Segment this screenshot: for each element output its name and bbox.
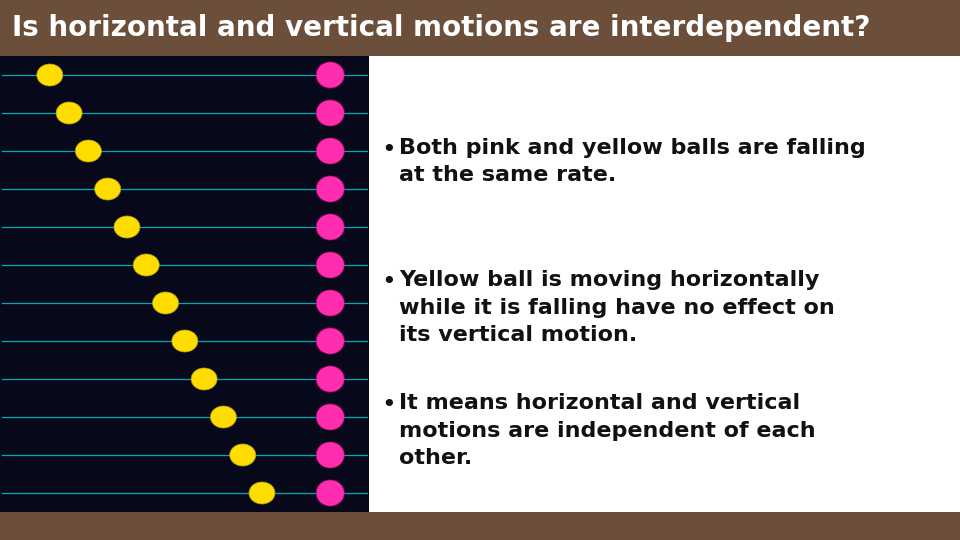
- Text: •: •: [381, 394, 396, 417]
- Ellipse shape: [316, 100, 345, 126]
- Text: Both pink and yellow balls are falling
at the same rate.: Both pink and yellow balls are falling a…: [399, 138, 866, 185]
- Ellipse shape: [316, 328, 345, 354]
- Ellipse shape: [316, 176, 345, 202]
- Ellipse shape: [153, 292, 179, 314]
- Ellipse shape: [316, 404, 345, 430]
- Text: Is horizontal and vertical motions are interdependent?: Is horizontal and vertical motions are i…: [12, 14, 871, 42]
- Text: •: •: [381, 271, 396, 294]
- Ellipse shape: [316, 442, 345, 468]
- Ellipse shape: [316, 214, 345, 240]
- Ellipse shape: [95, 178, 121, 200]
- Ellipse shape: [172, 330, 198, 352]
- Ellipse shape: [229, 444, 255, 466]
- Ellipse shape: [316, 290, 345, 316]
- Ellipse shape: [316, 252, 345, 278]
- Ellipse shape: [316, 62, 345, 88]
- Bar: [0, 0, 960, 56]
- Text: It means horizontal and vertical
motions are independent of each
other.: It means horizontal and vertical motions…: [399, 394, 816, 468]
- Ellipse shape: [114, 216, 140, 238]
- Text: Yellow ball is moving horizontally
while it is falling have no effect on
its ver: Yellow ball is moving horizontally while…: [399, 271, 835, 345]
- Ellipse shape: [133, 254, 159, 276]
- Ellipse shape: [210, 406, 236, 428]
- Ellipse shape: [249, 482, 275, 504]
- Bar: [0, 56, 369, 512]
- Ellipse shape: [316, 480, 345, 506]
- Ellipse shape: [316, 366, 345, 392]
- Ellipse shape: [191, 368, 217, 390]
- Ellipse shape: [56, 102, 83, 124]
- Text: •: •: [381, 138, 396, 162]
- Ellipse shape: [76, 140, 102, 162]
- Ellipse shape: [316, 138, 345, 164]
- Bar: [0, 512, 960, 540]
- Ellipse shape: [36, 64, 62, 86]
- Bar: [369, 56, 960, 512]
